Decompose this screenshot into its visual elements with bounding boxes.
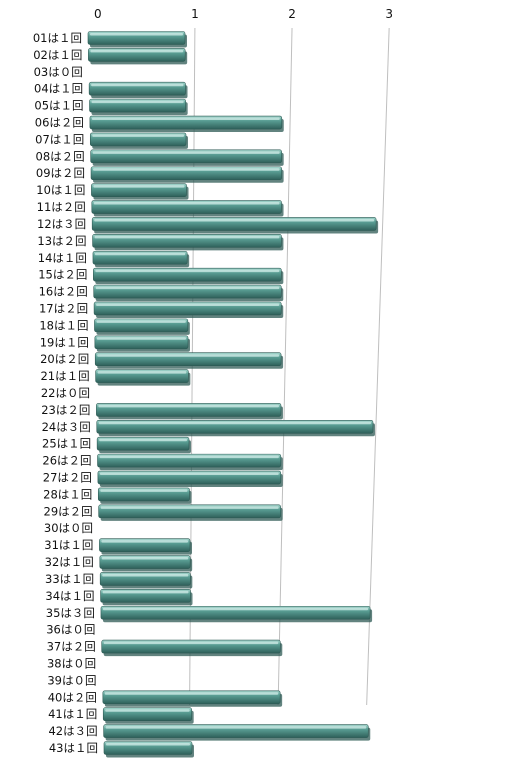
category-label: 20は２回 — [40, 352, 89, 366]
category-label: 43は１回 — [49, 741, 98, 755]
bar — [89, 98, 188, 116]
category-label: 35は３回 — [46, 606, 95, 620]
category-label: 27は２回 — [43, 471, 92, 485]
bar — [100, 589, 193, 606]
bar — [99, 572, 193, 589]
bar — [94, 318, 190, 335]
category-label: 02は１回 — [33, 48, 82, 62]
bar — [89, 115, 284, 133]
category-label: 33は１回 — [45, 572, 94, 586]
category-label: 01は１回 — [33, 31, 82, 45]
category-label: 07は１回 — [35, 132, 84, 146]
category-label: 36は０回 — [46, 623, 95, 637]
bar — [90, 149, 284, 166]
bar — [103, 724, 371, 741]
category-label: 30は０回 — [44, 521, 93, 535]
category-label: 16は２回 — [39, 285, 88, 299]
bars — [87, 31, 379, 758]
category-label: 12は３回 — [37, 217, 86, 231]
category-label: 18は１回 — [39, 318, 88, 332]
bar — [98, 504, 283, 521]
bar — [102, 707, 194, 724]
bar — [95, 369, 191, 386]
category-label: 04は１回 — [34, 82, 83, 96]
category-label: 24は３回 — [42, 420, 91, 434]
category-label: 15は２回 — [38, 268, 87, 282]
bar — [91, 200, 284, 217]
category-label: 34は１回 — [45, 589, 94, 603]
category-label: 09は２回 — [36, 166, 85, 180]
category-label: 37は２回 — [47, 640, 96, 654]
bar — [101, 639, 283, 657]
bar — [96, 403, 283, 420]
x-tick-label: 3 — [385, 7, 393, 21]
bar — [99, 538, 192, 555]
category-label: 21は１回 — [40, 369, 89, 383]
bar — [99, 555, 193, 572]
category-label: 38は０回 — [47, 656, 96, 670]
bar — [97, 470, 283, 488]
category-label: 41は１回 — [48, 707, 97, 721]
bar — [97, 487, 192, 504]
bar — [91, 183, 189, 200]
bar — [100, 605, 373, 623]
gridline-2 — [277, 27, 293, 706]
category-label: 23は２回 — [41, 403, 90, 417]
category-label: 32は１回 — [45, 555, 94, 569]
x-tick-label: 0 — [94, 7, 102, 21]
category-label: 25は１回 — [42, 437, 91, 451]
bar — [93, 284, 284, 302]
category-label: 03は０回 — [34, 65, 83, 79]
category-label: 42は３回 — [48, 724, 97, 738]
gridline-3 — [366, 27, 390, 706]
category-labels: 01は１回 02は１回 03は０回 04は１回 05は１回 06は２回 07は１回 08は２回… — [33, 31, 98, 755]
bar — [89, 132, 188, 149]
bar — [93, 267, 284, 285]
category-label: 39は０回 — [47, 673, 96, 687]
category-label: 19は１回 — [40, 335, 89, 349]
bar — [93, 301, 284, 318]
bar — [94, 352, 284, 369]
category-label: 05は１回 — [34, 99, 83, 113]
bar — [92, 234, 284, 251]
category-label: 11は２回 — [37, 200, 86, 214]
bar — [96, 420, 375, 437]
category-label: 22は０回 — [41, 386, 90, 400]
bar — [90, 166, 284, 183]
x-tick-label: 1 — [191, 7, 199, 21]
category-label: 40は２回 — [48, 690, 97, 704]
bar — [96, 436, 191, 454]
bar — [94, 335, 190, 352]
category-label: 26は２回 — [42, 454, 91, 468]
category-label: 08は２回 — [36, 149, 85, 163]
category-label: 14は１回 — [38, 251, 87, 265]
category-label: 29は２回 — [44, 504, 93, 518]
bar — [97, 453, 283, 471]
category-label: 13は２回 — [37, 234, 86, 248]
bar — [88, 81, 188, 99]
x-tick-label: 2 — [288, 7, 296, 21]
category-label: 10は１回 — [36, 183, 85, 197]
category-label: 28は１回 — [43, 487, 92, 501]
category-label: 31は１回 — [44, 538, 93, 552]
category-label: 06は２回 — [35, 116, 84, 130]
bar — [87, 31, 187, 48]
bar — [102, 690, 283, 707]
bar — [88, 48, 188, 65]
x-axis-ticks: 0 1 2 3 — [94, 7, 393, 21]
bar — [103, 741, 194, 758]
bar — [91, 217, 379, 234]
category-label: 17は２回 — [39, 301, 88, 315]
bar — [92, 250, 190, 268]
